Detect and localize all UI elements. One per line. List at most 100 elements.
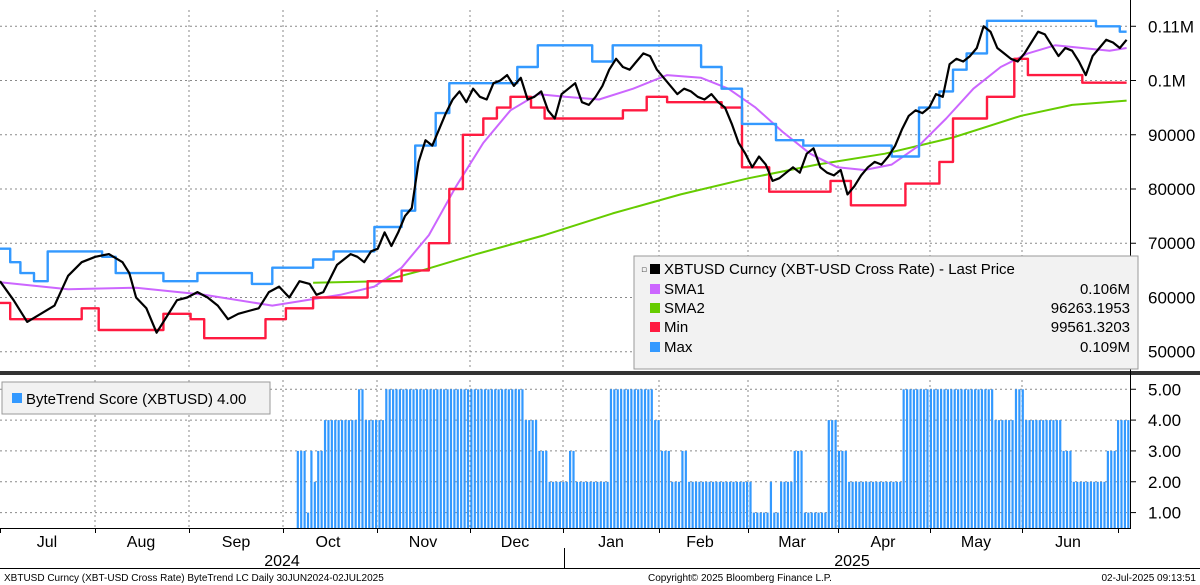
score-bar bbox=[902, 389, 905, 529]
score-bar bbox=[967, 389, 970, 529]
score-bar bbox=[926, 389, 929, 529]
score-bar bbox=[1055, 420, 1058, 528]
score-y-ticks: 5.00 4.00 3.00 2.00 1.00 bbox=[1130, 380, 1181, 523]
score-bar bbox=[899, 481, 902, 529]
month-label: Apr bbox=[871, 534, 897, 551]
score-bar bbox=[1099, 481, 1103, 529]
score-bar bbox=[735, 481, 738, 529]
score-bar bbox=[562, 481, 565, 529]
score-bar bbox=[1001, 420, 1004, 528]
score-bar bbox=[837, 450, 841, 528]
score-bar bbox=[534, 420, 538, 528]
legend-swatch bbox=[650, 322, 660, 332]
score-bar bbox=[521, 389, 524, 529]
score-bar bbox=[517, 389, 521, 529]
price-tick-label: 60000 bbox=[1148, 288, 1195, 307]
sma2-line bbox=[313, 99, 1127, 284]
month-label: Feb bbox=[686, 534, 714, 551]
score-bar bbox=[443, 389, 446, 529]
score-bar bbox=[398, 389, 402, 529]
score-bar bbox=[957, 389, 960, 529]
score-bar bbox=[1123, 420, 1126, 528]
score-bar bbox=[1096, 481, 1099, 529]
score-bars bbox=[296, 389, 1130, 529]
score-bar bbox=[545, 450, 548, 528]
score-bar bbox=[371, 420, 374, 528]
score-bar bbox=[1082, 481, 1086, 529]
month-label: Mar bbox=[778, 534, 806, 551]
score-bar bbox=[432, 389, 436, 529]
score-bar bbox=[745, 481, 749, 529]
score-bar bbox=[429, 389, 432, 529]
score-bar bbox=[347, 420, 350, 528]
score-bar bbox=[357, 389, 361, 529]
score-bar bbox=[997, 420, 1001, 528]
legend-swatch bbox=[650, 284, 660, 294]
score-bar bbox=[415, 389, 419, 529]
score-bar bbox=[858, 481, 861, 529]
score-bar bbox=[1031, 420, 1035, 528]
score-bar bbox=[392, 389, 395, 529]
score-bar bbox=[650, 389, 653, 529]
score-bar bbox=[565, 481, 568, 529]
score-bar bbox=[1008, 420, 1011, 528]
score-bar bbox=[1103, 481, 1106, 529]
score-bar bbox=[878, 481, 881, 529]
score-bar bbox=[841, 450, 844, 528]
score-bar bbox=[378, 420, 381, 528]
score-bar bbox=[688, 481, 691, 529]
score-bar bbox=[395, 389, 398, 529]
score-bar bbox=[912, 389, 915, 529]
score-bar bbox=[960, 389, 963, 529]
score-bar bbox=[364, 420, 367, 528]
legend-series-value: 99561.3203 bbox=[1051, 319, 1130, 336]
score-bar bbox=[916, 389, 919, 529]
legend-expand-icon[interactable]: ▫ bbox=[641, 265, 647, 275]
score-bar bbox=[426, 389, 429, 529]
score-bar bbox=[402, 389, 405, 529]
score-bar bbox=[694, 481, 698, 529]
score-bar bbox=[334, 420, 337, 528]
score-legend-box bbox=[1, 381, 271, 415]
score-bar bbox=[575, 481, 579, 529]
legend-series-name: Max bbox=[664, 339, 693, 356]
score-bar bbox=[477, 389, 480, 529]
legend-box bbox=[633, 255, 1139, 370]
score-bar bbox=[1011, 420, 1014, 528]
score-bar bbox=[541, 450, 544, 528]
score-bar bbox=[844, 450, 847, 528]
score-bar bbox=[620, 389, 623, 529]
score-bar bbox=[684, 450, 687, 528]
score-bar bbox=[851, 481, 854, 529]
score-bar bbox=[327, 420, 330, 528]
x-axis-ticks: Jul Aug Sep Oct Nov Dec Jan Feb Mar Apr May Jun 2024… bbox=[0, 528, 1119, 570]
score-bar bbox=[1076, 481, 1079, 529]
score-bar bbox=[439, 389, 442, 529]
sma1-line bbox=[0, 44, 1127, 307]
score-bar bbox=[412, 389, 415, 529]
score-bar bbox=[834, 420, 837, 528]
score-bar bbox=[381, 420, 384, 528]
price-line bbox=[0, 25, 1128, 334]
score-bar bbox=[616, 389, 619, 529]
score-bar bbox=[436, 389, 439, 529]
score-bar bbox=[994, 420, 997, 528]
legend-series-value: 0.106M bbox=[1080, 281, 1130, 298]
score-bar bbox=[483, 389, 487, 529]
score-bar bbox=[1042, 420, 1045, 528]
score-bar bbox=[671, 481, 674, 529]
score-bar bbox=[1045, 420, 1048, 528]
score-bar bbox=[572, 450, 575, 528]
price-series-lines bbox=[0, 19, 1128, 340]
score-bar bbox=[361, 389, 364, 529]
score-bar bbox=[776, 512, 779, 528]
score-bar bbox=[320, 450, 323, 528]
score-bar bbox=[728, 481, 732, 529]
score-bar bbox=[708, 481, 711, 529]
score-bar bbox=[586, 481, 589, 529]
score-bar bbox=[514, 389, 517, 529]
score-bar bbox=[1052, 420, 1055, 528]
score-bar bbox=[759, 512, 762, 528]
score-bar bbox=[1038, 420, 1041, 528]
price-tick-label: 80000 bbox=[1148, 180, 1195, 199]
